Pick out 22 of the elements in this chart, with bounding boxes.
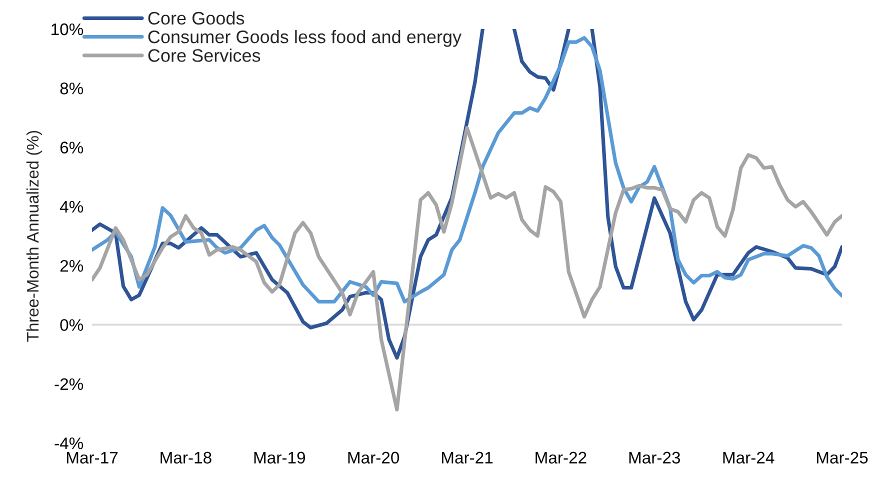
line-series: [92, 126, 842, 412]
y-tick-label: 6%: [60, 142, 84, 154]
x-tick-label: Mar-21: [442, 452, 493, 464]
x-tick-label: Mar-19: [254, 452, 305, 464]
x-tick-label: Mar-17: [66, 452, 118, 464]
y-tick-label: 2%: [60, 260, 84, 272]
y-tick-label: 10%: [52, 23, 84, 36]
legend-label: Consumer Goods less food and energy: [148, 30, 462, 47]
x-tick-label: Mar-22: [536, 452, 586, 464]
y-tick-label: -2%: [54, 378, 84, 390]
y-tick-label: 8%: [60, 82, 84, 94]
legend-label: Core Services: [148, 48, 260, 62]
x-tick-label: Mar-25: [816, 452, 868, 464]
legend-label: Core Goods: [148, 11, 244, 25]
x-tick-label: Mar-24: [723, 452, 774, 464]
y-tick-label: 0%: [60, 319, 84, 331]
y-tick-label: -4%: [54, 437, 84, 450]
y-axis-title: Three-Month Annualized (%): [26, 130, 42, 342]
y-tick-label: 4%: [60, 200, 84, 213]
x-tick-label: Mar-20: [348, 452, 400, 464]
x-tick-label: Mar-23: [629, 452, 680, 464]
x-tick-label: Mar-18: [160, 452, 212, 464]
